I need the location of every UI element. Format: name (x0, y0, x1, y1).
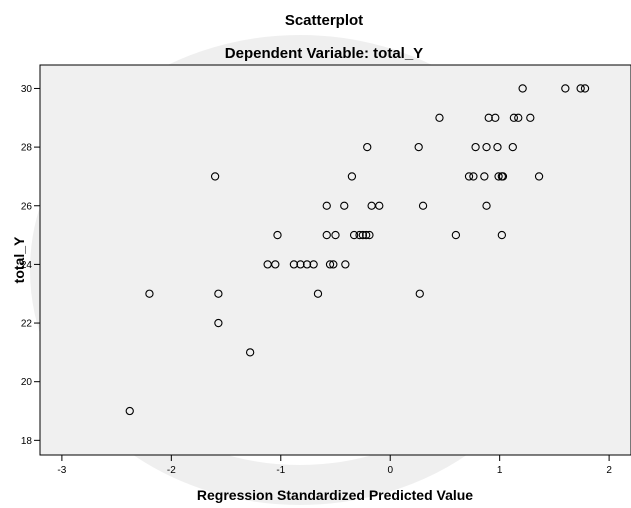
data-point (561, 84, 570, 93)
data-point (322, 201, 331, 210)
data-point (482, 201, 491, 210)
data-point (302, 260, 312, 269)
y-axis: 18 20 22 24 26 28 30 (21, 84, 40, 447)
data-point (534, 172, 544, 181)
data-point (375, 201, 384, 210)
data-point (341, 260, 350, 269)
data-point (514, 113, 523, 122)
data-point (361, 230, 371, 240)
x-tick-label: -2 (167, 465, 176, 476)
data-point (214, 289, 223, 298)
plot-area (39, 64, 631, 456)
y-tick-label: 30 (21, 84, 33, 95)
data-point (508, 142, 517, 152)
data-point (471, 142, 480, 152)
data-point (498, 172, 508, 181)
data-point (451, 230, 461, 240)
data-point (349, 230, 359, 240)
data-point (435, 113, 444, 122)
chart-subtitle: Dependent Variable: total_Y (225, 45, 423, 62)
y-tick-label: 26 (21, 201, 33, 212)
data-point (214, 318, 223, 328)
data-point (576, 84, 585, 93)
data-point (347, 172, 357, 181)
data-point (480, 172, 489, 181)
x-tick-label: 0 (387, 465, 393, 476)
data-point (145, 289, 154, 298)
data-point (245, 348, 255, 357)
data-points (125, 84, 590, 416)
chart-title: Scatterplot (285, 12, 363, 29)
data-point (414, 142, 423, 152)
data-point (329, 260, 338, 269)
x-tick-label: 1 (497, 465, 503, 476)
data-point (355, 230, 364, 240)
y-tick-label: 24 (21, 260, 33, 271)
data-point (464, 172, 474, 181)
data-point (418, 201, 428, 210)
data-point (331, 230, 340, 240)
y-axis-title: total_Y (11, 236, 27, 283)
data-point (469, 172, 478, 181)
data-point (325, 260, 335, 269)
data-point (309, 260, 318, 269)
data-point (494, 172, 503, 181)
data-point (415, 289, 424, 298)
x-tick-label: -1 (276, 465, 285, 476)
data-point (493, 142, 502, 152)
x-tick-label: -3 (57, 465, 66, 476)
y-tick-label: 18 (21, 436, 33, 447)
data-point (482, 142, 491, 152)
data-point (273, 230, 282, 240)
data-point (313, 289, 323, 298)
data-point (271, 260, 280, 269)
data-point (340, 201, 349, 210)
data-point (580, 84, 590, 93)
x-axis-title: Regression Standardized Predicted Value (197, 487, 473, 503)
data-point (491, 113, 500, 122)
data-point (358, 230, 368, 240)
x-tick-label: 2 (606, 465, 612, 476)
data-point (210, 172, 220, 181)
data-point (363, 142, 372, 152)
data-point (125, 406, 134, 416)
data-point (526, 113, 535, 122)
data-point (322, 230, 331, 240)
y-tick-label: 22 (21, 319, 33, 330)
x-axis: -3 -2 -1 0 1 2 (57, 455, 612, 476)
data-point (484, 113, 493, 122)
data-point (518, 84, 527, 93)
y-tick-label: 20 (21, 377, 33, 388)
y-tick-label: 28 (21, 143, 33, 154)
data-point (365, 230, 374, 240)
data-point (509, 113, 519, 122)
data-point (296, 260, 305, 269)
data-point (497, 230, 507, 240)
data-point (289, 260, 299, 269)
